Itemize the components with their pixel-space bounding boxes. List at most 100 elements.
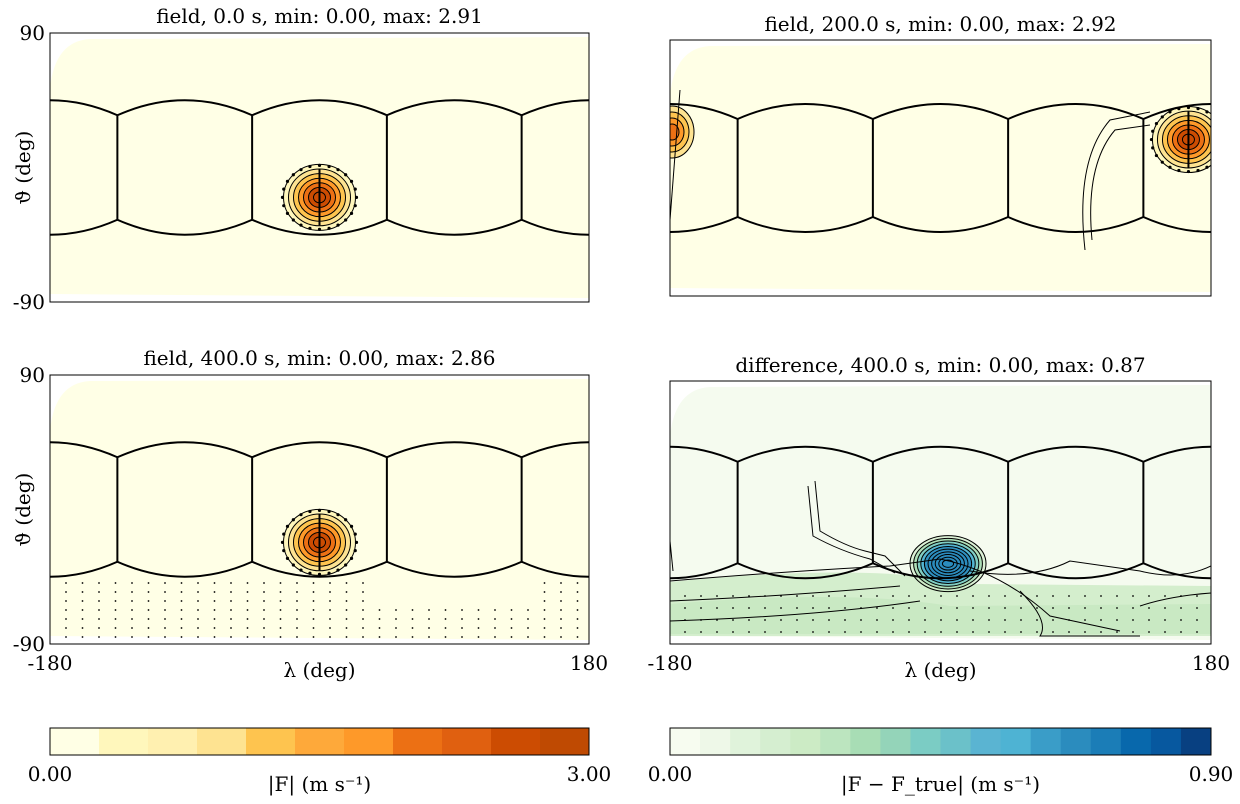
colorbar-swatch: [1180, 728, 1212, 755]
grid-dot: [213, 609, 216, 611]
grid-dot: [299, 513, 303, 517]
x-tick-label: 180: [1192, 651, 1230, 675]
grid-dot: [1196, 107, 1200, 111]
grid-dot: [1052, 631, 1054, 633]
contour-line: [670, 600, 921, 622]
grid-dot: [988, 631, 990, 633]
grid-dot: [510, 618, 513, 620]
contour-arc: [1090, 124, 1151, 241]
grid-dot: [230, 582, 232, 584]
grid-dot: [362, 609, 364, 611]
grid-dot: [477, 618, 480, 620]
grid-dot: [197, 618, 199, 620]
grid-dot: [1052, 619, 1054, 621]
grid-dot: [81, 591, 84, 593]
grid-dot: [1100, 607, 1102, 609]
plot-frame: [49, 32, 590, 303]
grid-dot: [796, 631, 798, 633]
grid-dot: [180, 609, 183, 611]
y-tick-label: -90: [13, 632, 45, 656]
grid-dot: [197, 636, 199, 638]
grid-dot: [972, 631, 974, 633]
grid-arc-top: [1142, 103, 1211, 120]
grid-dot: [828, 607, 830, 609]
grid-dot: [344, 218, 348, 222]
grid-dot: [164, 600, 166, 602]
grid-dot: [336, 513, 340, 517]
grid-dot: [411, 636, 414, 638]
contour-line: [670, 585, 901, 602]
grid-arc-bottom: [670, 562, 739, 580]
grid-dot: [312, 636, 315, 638]
grid-dot: [362, 600, 364, 602]
grid-dot: [296, 618, 298, 620]
grid-dot: [1020, 595, 1022, 597]
grid-dot: [576, 591, 579, 593]
grid-dot: [411, 609, 414, 611]
grid-dot: [764, 595, 766, 597]
grid-dot: [98, 636, 100, 638]
grid-dot: [1116, 607, 1118, 609]
grid-dot: [972, 619, 974, 621]
colorbar-swatch: [50, 728, 100, 755]
grid-dot: [131, 618, 133, 620]
grid-dot: [246, 582, 249, 584]
grid-dot: [543, 600, 546, 602]
grid-dot: [1020, 619, 1022, 621]
grid-dot: [860, 607, 862, 609]
grid-dot: [327, 571, 331, 575]
grid-arc-top: [50, 99, 118, 117]
grid-dot: [213, 582, 216, 584]
grid-dot: [461, 609, 463, 611]
colorbar-2: 0.00 0.90 |F − F_true| (m s⁻¹): [648, 727, 1233, 797]
grid-arc-top: [386, 99, 523, 117]
grid-dot: [213, 636, 216, 638]
grid-dot: [543, 636, 546, 638]
grid-dot: [114, 609, 117, 611]
grid-dot: [354, 195, 359, 199]
grid-dot: [1068, 631, 1070, 633]
grid-dot: [246, 591, 249, 593]
grid-arc-top: [386, 441, 523, 459]
colorbar-swatch: [148, 728, 198, 755]
grid-dot: [684, 631, 686, 633]
colorbar-swatch: [344, 728, 394, 755]
field-fill: [670, 44, 1211, 292]
grid-arc-bottom: [116, 218, 253, 236]
grid-dot: [114, 582, 117, 584]
grid-dot: [317, 227, 322, 231]
grid-dot: [1148, 607, 1150, 609]
grid-dot: [860, 619, 862, 621]
grid-dot: [317, 508, 322, 512]
grid-dot: [1084, 595, 1086, 597]
grid-dot: [336, 568, 340, 572]
grid-dot: [65, 600, 67, 602]
grid-dot: [527, 636, 529, 638]
grid-arc-top: [737, 103, 874, 120]
grid-dot: [812, 595, 814, 597]
grid-dot: [65, 591, 67, 593]
grid-dot: [362, 591, 364, 593]
grid-dot: [844, 631, 846, 633]
grid-arc-top: [670, 445, 739, 463]
grid-dot: [684, 607, 686, 609]
colorbar-swatch: [1000, 728, 1032, 755]
grid-dot: [461, 627, 463, 629]
grid-dot: [956, 619, 958, 621]
grid-dot: [164, 618, 166, 620]
grid-arc-top: [116, 99, 253, 117]
grid-dot: [81, 609, 84, 611]
grid-dot: [1160, 160, 1164, 164]
grid-dot: [444, 618, 447, 620]
grid-dot: [844, 595, 846, 597]
grid-dot: [285, 556, 290, 560]
grid-dot: [1132, 595, 1134, 597]
grid-dot: [81, 636, 84, 638]
grid-dot: [924, 607, 926, 609]
grid-dot: [510, 636, 513, 638]
grid-dot: [461, 636, 463, 638]
grid-dot: [780, 607, 782, 609]
grid-dot: [312, 609, 315, 611]
grid-dot: [308, 226, 312, 230]
grid-dot: [444, 636, 447, 638]
